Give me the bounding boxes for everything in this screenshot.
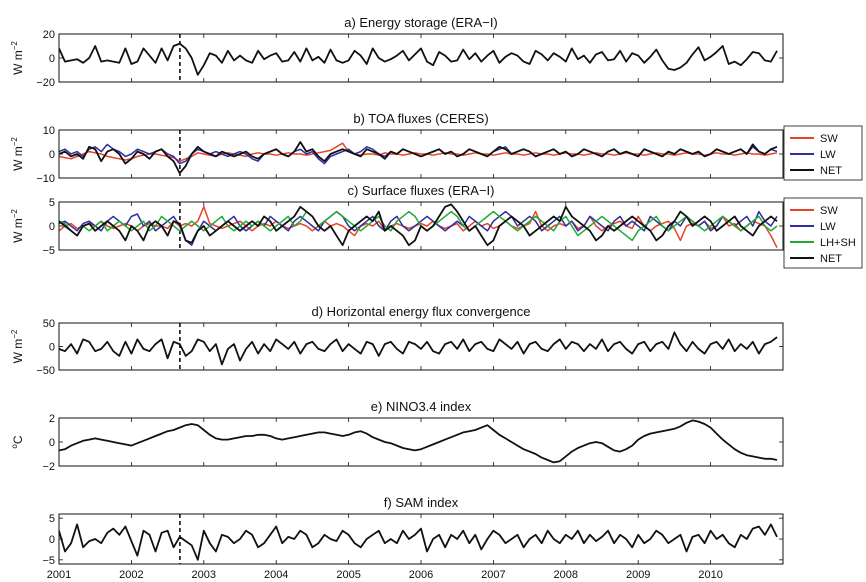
y-tick-label: −5 xyxy=(42,245,55,257)
legend-label: SW xyxy=(820,205,838,217)
y-axis-label: W m−2 xyxy=(10,41,25,75)
panel-frame xyxy=(58,129,784,179)
x-tick-label: 2008 xyxy=(554,569,578,581)
y-tick-label: 10 xyxy=(43,125,55,137)
y-tick-label: 20 xyxy=(43,29,55,41)
y-tick-label: 0 xyxy=(49,53,55,65)
legend-label: LH+SH xyxy=(820,237,856,249)
y-tick-label: 0 xyxy=(49,437,55,449)
panel-frame xyxy=(58,417,784,467)
y-tick-label: 5 xyxy=(49,513,55,525)
panel-title: b) TOA fluxes (CERES) xyxy=(353,111,488,126)
x-tick-label: 2009 xyxy=(626,569,650,581)
legend-label: SW xyxy=(820,133,838,145)
y-tick-label: −5 xyxy=(42,555,55,567)
y-tick-label: 0 xyxy=(49,149,55,161)
legend-label: NET xyxy=(820,165,842,177)
panel-frame xyxy=(58,33,784,83)
legend-label: LW xyxy=(820,221,836,233)
net-series-line xyxy=(59,203,778,247)
x-tick-label: 2002 xyxy=(119,569,143,581)
sw-series-line xyxy=(59,206,778,248)
panel-5: e) NINO3.4 index −2 0 2 oC xyxy=(10,399,784,473)
legend-label: NET xyxy=(820,253,842,265)
legend: SW LW NET xyxy=(783,125,863,181)
panel-1: a) Energy storage (ERA−I) −20 0 20 W m−2 xyxy=(10,15,784,89)
y-axis-label: oC xyxy=(10,435,25,448)
sw-series-line xyxy=(59,142,778,162)
main-series-line xyxy=(59,42,778,76)
lh-sh-series-line xyxy=(59,210,778,242)
y-tick-label: −10 xyxy=(36,173,55,185)
x-tick-label: 2007 xyxy=(481,569,505,581)
panel-frame xyxy=(58,513,784,565)
y-tick-label: 0 xyxy=(49,342,55,354)
x-tick-label: 2003 xyxy=(192,569,216,581)
panel-3: c) Surface fluxes (ERA−I) −5 0 5 W m−2 SW LW LH… xyxy=(10,183,863,269)
main-series-line xyxy=(59,331,778,366)
y-axis-label: W m−2 xyxy=(10,209,25,243)
panel-title: a) Energy storage (ERA−I) xyxy=(344,15,498,30)
y-tick-label: −50 xyxy=(36,365,55,377)
panel-title: e) NINO3.4 index xyxy=(371,399,472,414)
panel-title: d) Horizontal energy flux convergence xyxy=(312,304,531,319)
x-tick-label: 2006 xyxy=(409,569,433,581)
y-tick-label: 2 xyxy=(49,413,55,425)
x-tick-label: 2001 xyxy=(47,569,71,581)
y-tick-label: 50 xyxy=(43,318,55,330)
panel-title: c) Surface fluxes (ERA−I) xyxy=(347,183,494,198)
y-tick-label: −2 xyxy=(42,461,55,473)
net-series-line xyxy=(59,141,778,175)
main-series-line xyxy=(59,523,778,561)
y-axis-label: W m−2 xyxy=(10,137,25,171)
panel-6: f) SAM index −5 0 5 xyxy=(42,495,784,567)
y-tick-label: −20 xyxy=(36,77,55,89)
lw-series-line xyxy=(59,210,778,246)
x-tick-label: 2005 xyxy=(336,569,360,581)
panel-frame xyxy=(58,322,784,371)
panel-4: d) Horizontal energy flux convergence −50… xyxy=(10,304,784,377)
x-tick-label: 2004 xyxy=(264,569,288,581)
legend: SW LW LH+SH NET xyxy=(783,197,863,269)
y-axis-label: W m−2 xyxy=(10,329,25,363)
main-series-line xyxy=(59,419,778,464)
panel-frame xyxy=(58,201,784,251)
x-tick-label: 2010 xyxy=(698,569,722,581)
legend-label: LW xyxy=(820,149,836,161)
y-tick-label: 5 xyxy=(49,197,55,209)
panel-2: b) TOA fluxes (CERES) −10 0 10 W m−2 SW LW NET xyxy=(10,111,863,185)
y-tick-label: 0 xyxy=(49,534,55,546)
y-tick-label: 0 xyxy=(49,221,55,233)
panel-title: f) SAM index xyxy=(384,495,459,510)
